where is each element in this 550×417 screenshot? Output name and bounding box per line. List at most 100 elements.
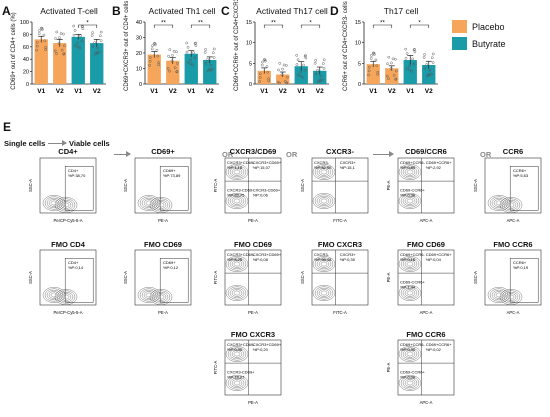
- significance-bracket: [372, 24, 393, 28]
- gate-label: CXCR3-CD69+: [227, 370, 255, 375]
- contour-line: [406, 261, 414, 267]
- contour-line: [231, 168, 243, 176]
- contour-line: [400, 194, 420, 208]
- data-point: [261, 60, 264, 64]
- contour-line: [400, 286, 420, 300]
- step-viable-cells: Viable cells: [69, 139, 110, 148]
- data-point: [35, 41, 39, 44]
- gate-label: %P:8,25: [227, 257, 243, 262]
- data-point: [258, 80, 261, 83]
- data-point: [189, 62, 193, 65]
- plot-frame: [39, 249, 97, 306]
- contour-line: [491, 197, 507, 209]
- contour-line: [400, 165, 420, 179]
- flow-y-label: SSC-A: [300, 271, 305, 284]
- contour-line: [398, 375, 422, 391]
- flow-plot: SSC-A PE-A CD69+%P:73,89: [123, 157, 192, 223]
- contour-line: [505, 201, 517, 209]
- gate-label: CCR6+: [513, 168, 527, 173]
- data-point: [428, 68, 432, 72]
- flow-y-label: PE-A: [386, 180, 391, 190]
- chart-title: Activated T-cell: [40, 6, 98, 16]
- legend: Placebo Butyrate: [452, 18, 506, 52]
- bar-chart-b: 0 10 20 30 40 V1 V2 V1 V2 ** **: [136, 20, 219, 95]
- contour-line: [318, 289, 330, 297]
- gate-box: [64, 258, 94, 303]
- flow-y-label: FITC-A: [213, 361, 218, 375]
- flow-plot-title: CXCR3/CD69: [229, 147, 277, 156]
- plot-frame: [397, 339, 455, 396]
- data-point: [59, 32, 63, 35]
- data-point: [171, 54, 174, 57]
- data-point: [316, 69, 319, 72]
- contour-line: [141, 197, 157, 209]
- data-point: [79, 34, 82, 38]
- data-point: [405, 67, 409, 70]
- data-point: [375, 64, 379, 67]
- gate-label: %P:5,63: [513, 173, 529, 178]
- flow-plot: PE-A APC-A CD69+CCR6-%P:0,16 CD69+CCR6+%P:0…: [386, 249, 455, 315]
- data-point: [408, 68, 412, 72]
- gate-arrow-1: [114, 151, 131, 157]
- gate-label: CD69+CCR6+: [426, 342, 452, 347]
- panel-label-d: D: [330, 4, 339, 18]
- flow-y-label: SSC-A: [28, 179, 33, 192]
- gate-label: CXCR3+CD69+: [253, 342, 282, 347]
- contour-line: [404, 260, 416, 268]
- gate-label: %P:0,89: [400, 165, 416, 170]
- significance-bracket: [300, 24, 321, 28]
- gate-box: [64, 166, 94, 211]
- data-point: [314, 72, 318, 76]
- contour-line: [229, 348, 245, 360]
- data-point: [186, 45, 190, 49]
- flow-plot-title: CXCR3-: [326, 147, 354, 156]
- y-tick-label: 5: [358, 61, 361, 67]
- flow-plot-title: FMO CCR6: [493, 240, 533, 249]
- gate-label: CD69+CCR6-: [400, 252, 425, 257]
- flow-plot-title: FMO CXCR3: [230, 330, 276, 339]
- gate-box: [159, 166, 189, 211]
- x-tick-label: V1: [74, 88, 82, 95]
- gate-label: %P:82,90: [314, 165, 332, 170]
- data-point: [168, 69, 171, 73]
- contour-line: [44, 196, 64, 210]
- flow-x-label: FITC-A: [333, 218, 347, 223]
- gate-label: %P:1,44: [400, 285, 416, 290]
- data-point: [193, 56, 197, 60]
- data-point: [404, 56, 408, 60]
- contour-line: [139, 196, 159, 210]
- bar: [147, 54, 161, 84]
- data-point: [258, 72, 262, 76]
- data-point: [265, 65, 269, 68]
- contour-line: [406, 351, 414, 357]
- x-tick-label: V1: [369, 88, 377, 95]
- data-point: [156, 54, 160, 58]
- contour-line: [60, 201, 72, 209]
- y-tick-label: 0: [249, 82, 252, 88]
- gate-label: %P:0,08: [253, 257, 269, 262]
- data-point: [148, 56, 152, 59]
- data-point: [167, 54, 170, 58]
- data-point: [43, 39, 47, 43]
- gate-label: %P:15,07: [253, 165, 271, 170]
- contour-line: [227, 347, 247, 361]
- flow-x-label: APC-A: [420, 400, 433, 405]
- data-point: [387, 55, 391, 59]
- data-point: [404, 47, 408, 51]
- significance-bracket: [263, 24, 284, 28]
- plot-frame: [224, 339, 282, 396]
- data-point: [80, 25, 84, 29]
- data-point: [80, 39, 84, 43]
- data-point: [408, 64, 411, 68]
- contour-line: [227, 165, 247, 179]
- data-point: [302, 63, 305, 67]
- data-point: [411, 57, 414, 61]
- data-point: [431, 61, 435, 64]
- data-point: [278, 81, 281, 85]
- data-point: [168, 48, 172, 51]
- data-point: [204, 48, 207, 51]
- contour-line: [231, 260, 243, 268]
- contour-line: [503, 291, 519, 303]
- data-point: [211, 51, 215, 55]
- data-point: [58, 36, 61, 40]
